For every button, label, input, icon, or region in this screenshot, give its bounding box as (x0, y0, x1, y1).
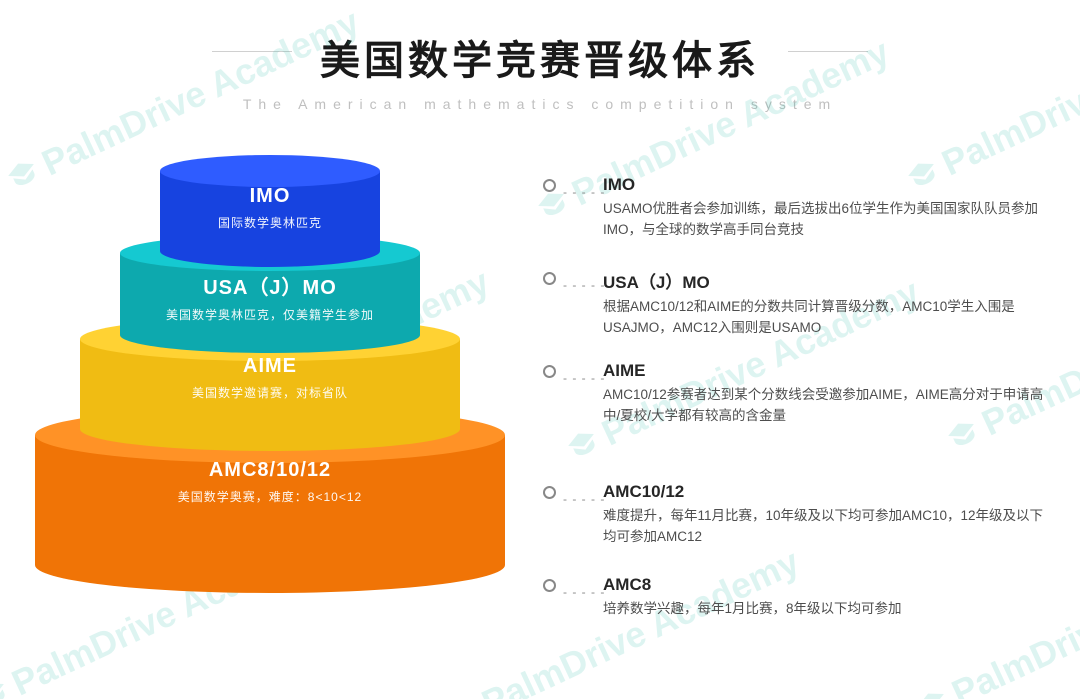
header: 美国数学竞赛晋级体系 The American mathematics comp… (0, 0, 1080, 112)
pyramid-subtitle-amc: 美国数学奥赛，难度：8<10<12 (35, 488, 505, 505)
bullet-dashes: - - - - - (563, 278, 605, 292)
item-title: AMC10/12 (603, 482, 1050, 502)
list-item: - - - - -AIME AMC10/12参赛者达到某个分数线会受邀参加AIME… (543, 361, 1050, 427)
list-item: - - - - -AMC8 培养数学兴趣，每年1月比赛，8年级以下均可参加 (543, 575, 1050, 620)
bullet-circle-icon (543, 179, 556, 192)
item-desc: USAMO优胜者会参加训练，最后选拔出6位学生作为美国国家队队员参加IMO，与全… (603, 199, 1050, 241)
item-desc: AMC10/12参赛者达到某个分数线会受邀参加AIME，AIME高分对于申请高中… (603, 385, 1050, 427)
pyramid-label-usajmo: USA（J）MO 美国数学奥林匹克，仅美籍学生参加 (120, 271, 420, 323)
pyramid-title-amc: AMC8/10/12 (35, 459, 505, 482)
item-title: AMC8 (603, 575, 1050, 595)
item-title: AIME (603, 361, 1050, 381)
title-en: The American mathematics competition sys… (0, 96, 1080, 112)
rule-right (788, 51, 868, 52)
pyramid-label-amc: AMC8/10/12 美国数学奥赛，难度：8<10<12 (35, 459, 505, 505)
bullet-dashes: - - - - - (563, 585, 605, 599)
bullet-circle-icon (543, 365, 556, 378)
item-title: IMO (603, 175, 1050, 195)
pyramid: AMC8/10/12 美国数学奥赛，难度：8<10<12 AIME 美国数学邀请赛，对… (35, 155, 505, 635)
pyramid-title-imo: IMO (160, 185, 380, 208)
list-item: - - - - -USA（J）MO 根据AMC10/12和AIME的分数共同计算晋… (543, 268, 1050, 339)
pyramid-layer-imo: IMO 国际数学奥林匹克 (160, 155, 380, 267)
pyramid-subtitle-aime: 美国数学邀请赛，对标省队 (80, 384, 460, 401)
bullet-circle-icon (543, 486, 556, 499)
bullet-circle-icon (543, 579, 556, 592)
title-cn: 美国数学竞赛晋级体系 (320, 28, 760, 86)
pyramid-label-aime: AIME 美国数学邀请赛，对标省队 (80, 355, 460, 401)
item-title: USA（J）MO (603, 268, 1050, 293)
item-desc: 根据AMC10/12和AIME的分数共同计算晋级分数，AMC10学生入围是USA… (603, 297, 1050, 339)
bullet-circle-icon (543, 272, 556, 285)
rule-left (212, 51, 292, 52)
pyramid-subtitle-usajmo: 美国数学奥林匹克，仅美籍学生参加 (120, 306, 420, 323)
pyramid-title-usajmo: USA（J）MO (120, 271, 420, 300)
pyramid-label-imo: IMO 国际数学奥林匹克 (160, 185, 380, 231)
item-desc: 难度提升，每年11月比赛，10年级及以下均可参加AMC10，12年级及以下均可参… (603, 506, 1050, 548)
list-item: - - - - -AMC10/12 难度提升，每年11月比赛，10年级及以下均可参… (543, 482, 1050, 548)
item-desc: 培养数学兴趣，每年1月比赛，8年级以下均可参加 (603, 599, 1050, 620)
pyramid-title-aime: AIME (80, 355, 460, 378)
bullet-dashes: - - - - - (563, 492, 605, 506)
bullet-dashes: - - - - - (563, 185, 605, 199)
list-item: - - - - -IMO USAMO优胜者会参加训练，最后选拔出6位学生作为美国国… (543, 175, 1050, 241)
bullet-dashes: - - - - - (563, 371, 605, 385)
pyramid-subtitle-imo: 国际数学奥林匹克 (160, 214, 380, 231)
